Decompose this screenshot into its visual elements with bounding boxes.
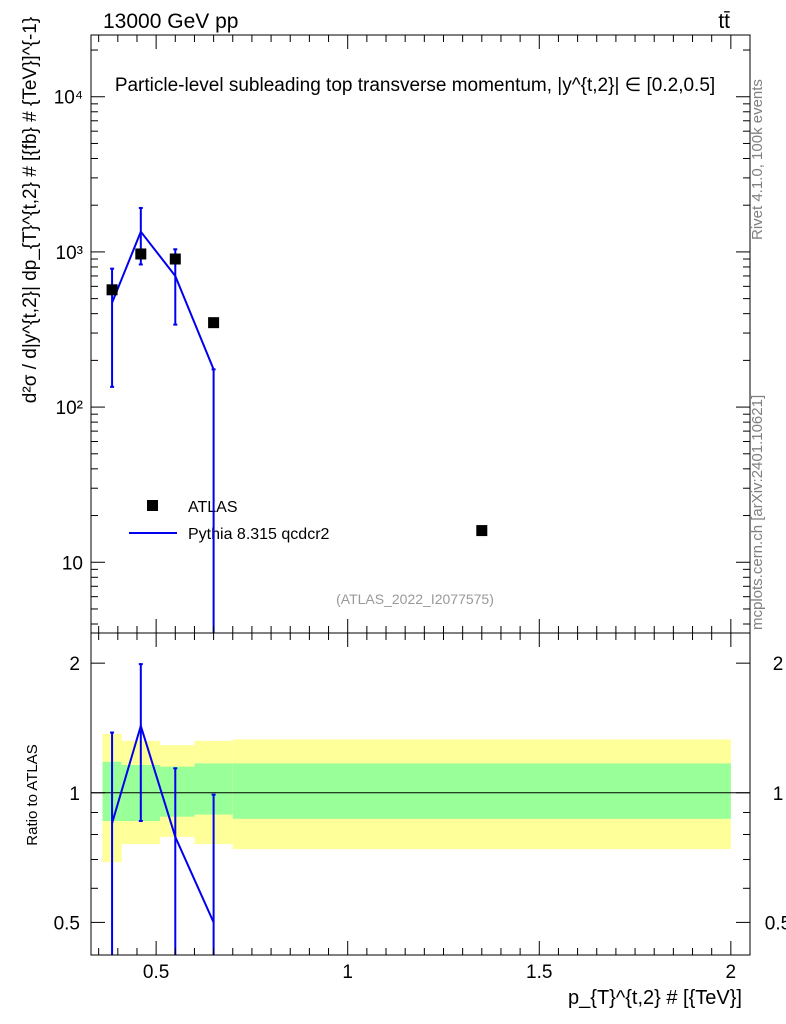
plot-title: Particle-level subleading top transverse… (115, 75, 715, 96)
data-point (106, 284, 118, 296)
energy-label: 13000 GeV pp (103, 10, 238, 33)
main-plot-area (106, 206, 488, 633)
analysis-label: (ATLAS_2022_I2077575) (336, 591, 494, 607)
ratio-y-tick-label-right: 2 (773, 654, 784, 675)
data-point (476, 525, 488, 537)
ratio-frame (90, 632, 751, 956)
mc-line (111, 229, 215, 370)
y-tick-label: 10² (56, 398, 83, 419)
mcplots-label: mcplots.cern.ch [arXiv:2401.10621] (749, 395, 766, 630)
ratio-y-tick-label: 1 (69, 784, 80, 805)
x-tick-label: 0.5 (143, 962, 169, 983)
x-tick-label: 1 (342, 962, 353, 983)
ratio-panel: 0.5 1 1.5 2 0.5 0.5 1 1 2 2 (54, 632, 786, 983)
main-frame (90, 34, 751, 634)
main-panel: 10 10² 10³ 10⁴ (54, 34, 751, 634)
data-point (135, 248, 147, 260)
ratio-y-tick-label: 0.5 (54, 913, 80, 934)
x-tick-label: 1.5 (526, 962, 552, 983)
legend-atlas-marker (147, 500, 158, 511)
x-axis-label: p_{T}^{t,2} # [{TeV}] (568, 987, 742, 1009)
process-label: tt̄ (718, 10, 730, 33)
legend-pythia-label: Pythia 8.315 qcdcr2 (188, 526, 330, 543)
ratio-line (111, 722, 215, 923)
x-tick-label: 2 (726, 962, 737, 983)
ratio-inner-band (232, 763, 731, 819)
y-tick-label: 10⁴ (54, 88, 83, 109)
legend: ATLAS Pythia 8.315 qcdcr2 (129, 499, 330, 543)
ratio-y-tick-label-right: 1 (773, 784, 784, 805)
y-tick-label: 10 (62, 553, 83, 574)
rivet-label: Rivet 4.1.0, 100k events (749, 79, 766, 240)
y-tick-label: 10³ (56, 243, 83, 264)
ratio-y-tick-label: 2 (69, 654, 80, 675)
data-point (208, 317, 220, 329)
data-point (169, 253, 181, 265)
ratio-y-axis-label: Ratio to ATLAS (24, 744, 41, 845)
main-y-axis-label: d²σ / d|y^{t,2}| dp_{T}^{t,2} # [{fb} # … (20, 17, 41, 403)
ratio-inner-band (159, 766, 195, 817)
ratio-y-tick-label-right: 0.5 (765, 913, 786, 934)
